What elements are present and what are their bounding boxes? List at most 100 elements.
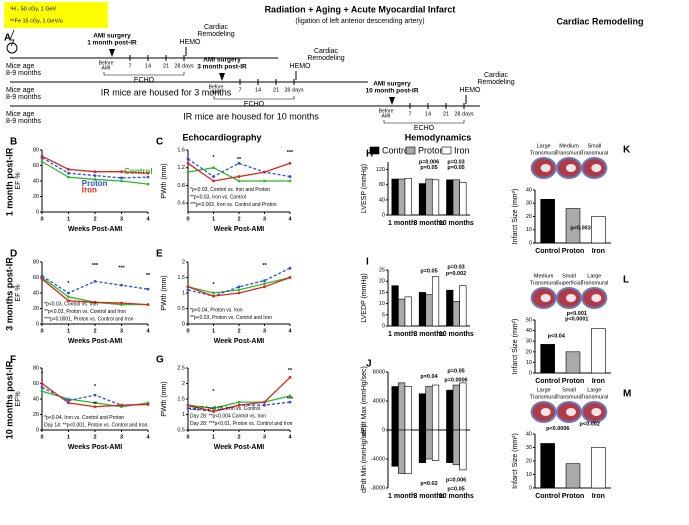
series-line	[187, 162, 291, 182]
annotation: p=0.05	[447, 368, 464, 374]
mice-age: 8-9 months	[6, 70, 42, 77]
y-tick-label: 0	[382, 323, 385, 329]
radiation-icon	[9, 29, 15, 47]
annotation: *p<0.03, Control vs. Iron	[44, 301, 98, 307]
x-tick-label: Control	[535, 493, 560, 500]
x-tick-label: 3	[263, 216, 266, 222]
echo-label: ECHO	[414, 125, 435, 132]
annotation: p<0.04	[548, 333, 566, 339]
figure-title: Radiation + Aging + Acute Myocardial Inf…	[265, 4, 456, 14]
data-point	[40, 382, 44, 385]
annotation: ***	[118, 266, 125, 272]
bar	[418, 393, 427, 431]
bar	[540, 344, 555, 374]
data-point	[67, 295, 70, 299]
data-point	[146, 403, 150, 406]
legend-swatch	[405, 146, 416, 155]
data-point	[40, 385, 44, 389]
bar	[452, 301, 460, 327]
data-point	[263, 403, 266, 407]
data-point	[146, 175, 150, 179]
radiation-proton: ¹H - 50 cGy, 1 GeV	[10, 6, 57, 12]
annotation: p=0.002	[446, 271, 466, 277]
y-tick-label: 30	[526, 201, 532, 207]
data-point	[212, 166, 215, 170]
image-label: Transmural	[581, 280, 609, 286]
legend-swatch	[441, 146, 452, 155]
image-label: Large	[537, 143, 551, 149]
y-tick-label: 40	[33, 290, 39, 296]
data-point	[263, 170, 266, 174]
y-axis-label: dPdt Max (mmHg/sec)	[361, 366, 368, 436]
section-title: Cardiac Remodeling	[556, 16, 643, 26]
heart-lumen	[566, 294, 576, 302]
hemo-label: HEMO	[460, 87, 482, 94]
y-tick-label: 40	[526, 328, 532, 334]
data-point	[67, 171, 70, 175]
y-tick-label: 60	[33, 163, 39, 169]
day-label: 7	[408, 111, 411, 117]
heart-lumen	[540, 408, 551, 416]
y-tick-label: 80	[379, 182, 385, 188]
bar	[418, 292, 427, 327]
x-tick-label: 4	[146, 434, 150, 440]
x-axis-label: Weeks Post-AMI	[68, 226, 122, 233]
data-point	[263, 400, 266, 404]
x-tick-label: Proton	[562, 248, 585, 255]
y-tick-label: 80	[33, 147, 39, 153]
annotation: p=0.05	[447, 165, 464, 171]
y-tick-label: 10	[526, 227, 532, 233]
x-tick-label: 4	[288, 434, 292, 440]
data-point	[237, 285, 241, 289]
x-tick-label: 2	[237, 434, 240, 440]
bar	[398, 429, 406, 474]
day-label: 28 days	[284, 87, 304, 93]
x-tick-label: 1	[212, 328, 215, 334]
bar	[391, 429, 399, 467]
image-label: Transmural	[555, 150, 583, 156]
x-axis-label: Week Post-AMI	[214, 226, 264, 233]
annotation: **p<0.03, Proton vs. Control and Iron	[44, 309, 126, 315]
legend-label: Control	[382, 145, 411, 155]
annotation: ***	[92, 263, 99, 269]
x-tick-label: 0	[40, 216, 43, 222]
remodeling-label: Remodeling	[197, 31, 234, 38]
y-tick-label: 20	[33, 194, 39, 200]
x-tick-label: 10 months	[439, 493, 474, 500]
x-tick-label: 3	[120, 328, 123, 334]
x-axis-label: Weeks Post-AMI	[68, 444, 122, 451]
annotation: Day 28: ***p<0.01, Proton vs. Control an…	[190, 421, 293, 427]
y-tick-label: 20	[33, 412, 39, 418]
panel-letter: E	[156, 249, 163, 260]
y-tick-label: 2	[182, 381, 185, 387]
x-tick-label: Iron	[592, 248, 605, 255]
bar	[565, 463, 581, 489]
data-point	[93, 401, 97, 405]
y-tick-label: 0	[382, 427, 385, 433]
data-point	[288, 276, 292, 279]
y-tick-label: 20	[379, 279, 385, 285]
series-label: Proton	[82, 179, 108, 188]
y-tick-label: 0	[529, 240, 532, 246]
annotation: p<0.003	[570, 226, 590, 232]
data-point	[186, 157, 190, 161]
image-label: Transmural	[530, 394, 558, 400]
before-text: Before	[99, 60, 114, 66]
annotation: p=0.05	[447, 487, 464, 493]
y-tick-label: 30	[526, 339, 532, 345]
y-tick-label: 60	[33, 275, 39, 281]
data-point	[40, 274, 44, 278]
panel-letter: H	[366, 149, 373, 160]
data-point	[40, 277, 44, 281]
data-point	[93, 393, 97, 397]
arrow	[389, 97, 395, 105]
data-point	[120, 170, 123, 174]
bar	[398, 298, 406, 327]
annotation: ***	[287, 150, 294, 156]
bar	[591, 216, 606, 244]
y-tick-label: 1.5	[177, 275, 185, 281]
bar	[459, 182, 467, 216]
heart-lumen	[540, 164, 551, 172]
y-axis-label: Infarct Size (mm²)	[512, 189, 519, 245]
data-point	[288, 161, 292, 165]
